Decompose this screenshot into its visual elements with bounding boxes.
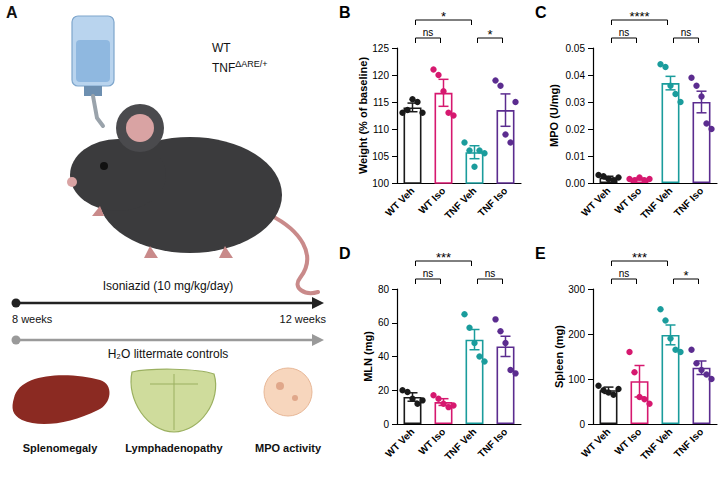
svg-text:Splenomegaly: Splenomegaly [23,442,98,454]
svg-text:***: *** [436,250,451,265]
svg-text:8 weeks: 8 weeks [12,313,53,325]
svg-text:Weight (% of baseline): Weight (% of baseline) [357,57,369,174]
svg-text:***: *** [632,250,647,265]
svg-text:A: A [6,4,18,21]
svg-text:WT Iso: WT Iso [612,185,643,216]
svg-text:0.04: 0.04 [566,70,586,81]
svg-text:TNF Iso: TNF Iso [476,426,510,460]
svg-text:MPO activity: MPO activity [255,442,322,454]
svg-text:20: 20 [378,385,390,396]
svg-text:MPO (U/mg): MPO (U/mg) [548,84,560,147]
svg-text:0.02: 0.02 [566,124,586,135]
svg-text:Spleen (mg): Spleen (mg) [553,325,565,388]
svg-text:300: 300 [568,284,585,295]
svg-text:****: **** [629,9,649,24]
svg-text:TNF Veh: TNF Veh [638,426,674,462]
svg-text:Lymphadenopathy: Lymphadenopathy [125,442,223,454]
svg-text:B: B [339,4,351,21]
svg-text:WT Iso: WT Iso [612,426,643,457]
svg-text:0.05: 0.05 [566,43,586,54]
svg-text:Isoniazid (10 mg/kg/day): Isoniazid (10 mg/kg/day) [103,279,234,293]
svg-text:WT Veh: WT Veh [579,185,612,218]
svg-text:TNF Iso: TNF Iso [672,426,706,460]
svg-text:MLN (mg): MLN (mg) [362,331,374,382]
svg-text:TNFΔARE/+: TNFΔARE/+ [212,59,268,75]
svg-text:E: E [535,245,546,262]
svg-text:105: 105 [372,151,389,162]
svg-text:ns: ns [681,27,692,38]
svg-text:200: 200 [568,329,585,340]
svg-text:D: D [339,245,351,262]
svg-text:110: 110 [373,124,389,135]
svg-text:TNF Iso: TNF Iso [476,185,510,219]
svg-text:0.01: 0.01 [566,151,586,162]
svg-text:TNF Iso: TNF Iso [672,185,706,219]
svg-text:0: 0 [579,419,585,430]
svg-text:TNF Veh: TNF Veh [442,185,478,221]
svg-text:ns: ns [423,27,434,38]
svg-text:C: C [535,4,547,21]
svg-text:WT: WT [212,41,231,55]
svg-text:120: 120 [372,70,389,81]
svg-text:125: 125 [372,43,389,54]
svg-text:WT Veh: WT Veh [383,426,416,459]
svg-text:H₂O littermate controls: H₂O littermate controls [108,347,229,361]
svg-text:0.00: 0.00 [566,178,586,189]
svg-text:ns: ns [619,268,630,279]
svg-text:WT Veh: WT Veh [383,185,416,218]
svg-text:ns: ns [619,27,630,38]
svg-text:100: 100 [568,374,585,385]
svg-text:WT Iso: WT Iso [416,185,447,216]
svg-text:*: * [441,9,446,24]
svg-text:WT Veh: WT Veh [579,426,612,459]
svg-text:TNF Veh: TNF Veh [638,185,674,221]
svg-text:WT Iso: WT Iso [416,426,447,457]
svg-text:TNF Veh: TNF Veh [442,426,478,462]
svg-text:80: 80 [378,284,390,295]
svg-text:115: 115 [373,97,389,108]
svg-text:*: * [487,27,492,42]
svg-text:0.03: 0.03 [566,97,586,108]
svg-text:0: 0 [383,419,389,430]
svg-text:*: * [683,268,688,283]
svg-text:100: 100 [372,178,389,189]
svg-text:60: 60 [378,317,390,328]
svg-text:12 weeks: 12 weeks [280,313,327,325]
svg-text:ns: ns [423,268,434,279]
svg-text:ns: ns [485,268,496,279]
svg-text:40: 40 [378,351,390,362]
